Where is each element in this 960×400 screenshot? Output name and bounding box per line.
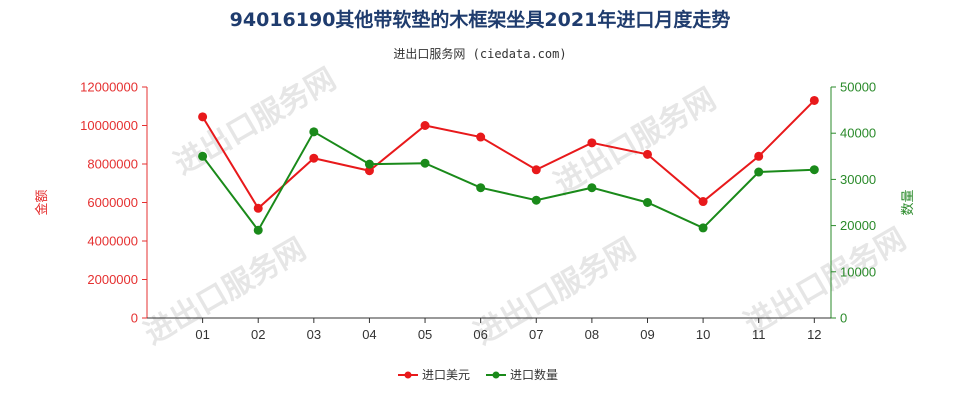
x-axis-ticks: 01 02 03 04 05 06 07 08 09 10 11 12 <box>195 318 822 342</box>
legend-item-1[interactable]: 进口数量 <box>486 367 558 382</box>
series-0-point-07[interactable] <box>531 165 541 175</box>
left-tick-label: 6000000 <box>87 195 138 210</box>
right-tick-label: 0 <box>840 311 847 326</box>
series-line-1 <box>201 130 815 233</box>
right-tick-label: 20000 <box>840 218 876 233</box>
series-layer <box>198 95 819 235</box>
series-0-point-09[interactable] <box>642 149 652 159</box>
series-1-point-04[interactable] <box>364 159 374 169</box>
left-tick-label: 8000000 <box>87 157 138 172</box>
series-1-point-05[interactable] <box>420 158 430 168</box>
legend: 进口美元 进口数量 <box>398 367 558 382</box>
series-1-point-08[interactable] <box>587 183 597 193</box>
watermark-text: 进出口服务网 <box>469 232 642 352</box>
legend-1-swatch-dot <box>492 371 500 379</box>
x-tick-label: 10 <box>696 327 710 342</box>
x-tick-label: 01 <box>195 327 209 342</box>
x-tick-label: 07 <box>529 327 543 342</box>
watermark-text: 进出口服务网 <box>169 62 342 182</box>
legend-1-label: 进口数量 <box>510 367 558 382</box>
series-1-point-09[interactable] <box>642 198 652 207</box>
series-0-point-12[interactable] <box>809 95 819 105</box>
x-tick-label: 12 <box>807 327 821 342</box>
x-tick-label: 02 <box>251 327 265 342</box>
left-tick-label: 4000000 <box>87 234 138 249</box>
x-tick-label: 09 <box>640 327 654 342</box>
series-1-point-07[interactable] <box>531 195 541 205</box>
chart-subtitle: 进出口服务网 (ciedata.com) <box>393 46 566 61</box>
legend-0-label: 进口美元 <box>422 368 470 382</box>
left-tick-label: 2000000 <box>87 272 138 287</box>
series-1-point-06[interactable] <box>476 183 486 193</box>
series-1-point-11[interactable] <box>754 167 764 177</box>
right-tick-label: 30000 <box>840 172 876 187</box>
series-0-point-08[interactable] <box>587 138 597 148</box>
x-tick-label: 11 <box>752 327 766 342</box>
left-axis-label: 金额 <box>34 189 50 215</box>
series-1-point-01[interactable] <box>198 151 208 161</box>
series-1-point-12[interactable] <box>809 165 819 175</box>
series-0-point-04[interactable] <box>364 166 374 176</box>
legend-0-swatch-dot <box>404 371 412 379</box>
x-tick-label: 08 <box>585 327 599 342</box>
left-tick-label: 10000000 <box>80 118 138 133</box>
series-0-point-03[interactable] <box>309 153 319 163</box>
series-line-0 <box>201 99 816 210</box>
right-axis-ticks: 0 10000 20000 30000 40000 50000 <box>831 80 876 326</box>
series-0-point-02[interactable] <box>253 203 263 213</box>
left-tick-label: 12000000 <box>80 80 138 95</box>
x-tick-label: 04 <box>362 327 376 342</box>
series-1-point-10[interactable] <box>698 223 708 233</box>
right-tick-label: 10000 <box>840 264 876 279</box>
x-tick-label: 05 <box>418 327 432 342</box>
series-0-point-11[interactable] <box>754 151 764 161</box>
right-tick-label: 50000 <box>840 80 876 95</box>
watermark-text: 进出口服务网 <box>549 82 722 202</box>
watermark-text: 进出口服务网 <box>139 232 312 352</box>
right-tick-label: 40000 <box>840 126 876 141</box>
chart-title: 94016190其他带软垫的木框架坐具2021年进口月度走势 <box>230 8 731 31</box>
series-0-point-01[interactable] <box>198 112 208 122</box>
left-axis-ticks: 0 2000000 4000000 6000000 8000000 10000000 120… <box>80 80 147 326</box>
series-0-point-05[interactable] <box>420 121 430 130</box>
series-1-point-02[interactable] <box>253 225 263 235</box>
x-tick-label: 06 <box>473 327 487 342</box>
series-1-point-03[interactable] <box>309 127 319 137</box>
watermark-text: 进出口服务网 <box>739 222 912 342</box>
series-0-point-10[interactable] <box>698 197 708 207</box>
x-tick-label: 03 <box>307 327 321 342</box>
series-0-point-06[interactable] <box>476 132 486 142</box>
legend-item-0[interactable]: 进口美元 <box>398 368 470 382</box>
left-tick-label: 0 <box>131 311 138 326</box>
right-axis-label: 数量 <box>901 189 916 215</box>
